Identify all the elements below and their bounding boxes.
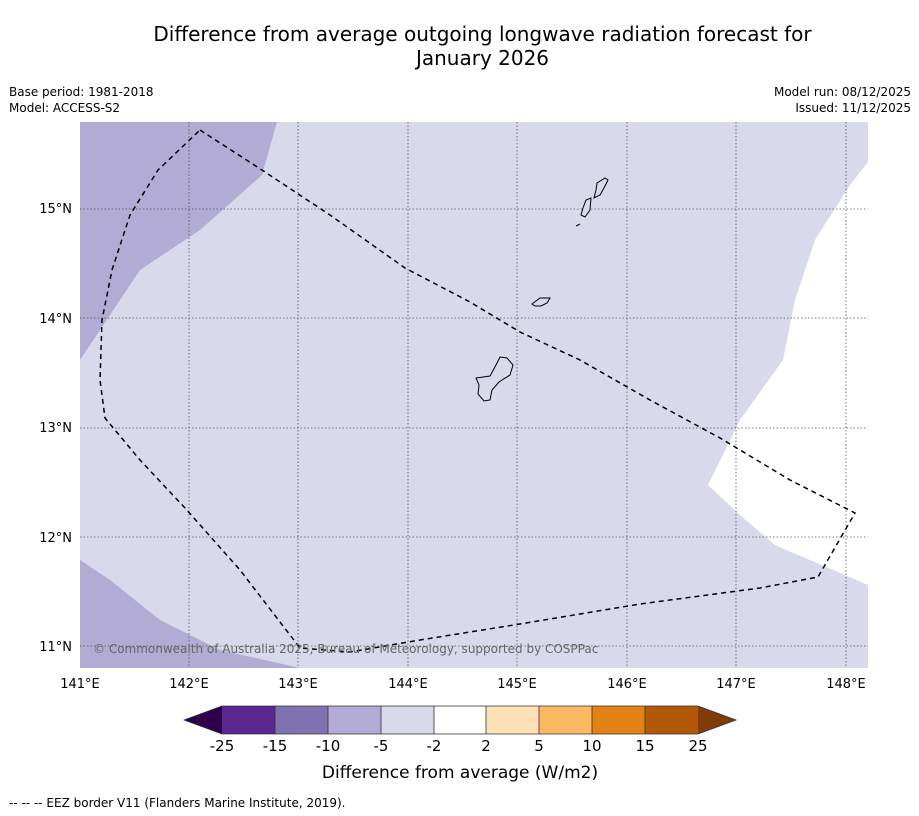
copyright-text: © Commonwealth of Australia 2025, Bureau… bbox=[93, 642, 598, 656]
model-run: Model run: 08/12/2025 bbox=[773, 85, 911, 99]
anomaly-band-minus10-minus5-northwest bbox=[80, 122, 277, 360]
tick-2: 2 bbox=[481, 737, 491, 755]
longitude-labels: 141°E 142°E 143°E 144°E 145°E 146°E 147°… bbox=[60, 677, 866, 692]
map-title: Difference from average outgoing longwav… bbox=[80, 22, 885, 70]
guam-island bbox=[475, 356, 514, 402]
tick-15: 15 bbox=[635, 737, 654, 755]
map-area bbox=[80, 122, 868, 668]
title-line-2: January 2026 bbox=[415, 46, 550, 70]
lon-label-141e: 141°E bbox=[60, 677, 100, 692]
lon-label-148e: 148°E bbox=[826, 677, 866, 692]
colorbar-swatch-9 bbox=[645, 706, 698, 734]
lat-label-11n: 11°N bbox=[39, 640, 72, 655]
colorbar-swatch-5 bbox=[434, 706, 486, 734]
tick-minus10: -10 bbox=[316, 737, 341, 755]
anomaly-band-neutral-east bbox=[708, 162, 868, 585]
tick-minus15: -15 bbox=[263, 737, 288, 755]
saipan-island bbox=[593, 177, 609, 199]
graticule bbox=[80, 122, 868, 668]
lat-label-14n: 14°N bbox=[39, 312, 72, 327]
lon-label-145e: 145°E bbox=[497, 677, 537, 692]
colorbar: -25 -15 -10 -5 -2 2 5 10 15 25 Differenc… bbox=[182, 705, 738, 783]
colorbar-over-arrow bbox=[698, 706, 736, 734]
aguijan-island bbox=[575, 223, 581, 227]
tick-25: 25 bbox=[688, 737, 707, 755]
colorbar-swatch-6 bbox=[486, 706, 539, 734]
tick-minus2: -2 bbox=[427, 737, 442, 755]
anomaly-band-minus10-minus5-southwest bbox=[80, 560, 300, 668]
meta-left: Base period: 1981-2018 Model: ACCESS-S2 bbox=[9, 84, 154, 116]
meta-right: Model run: 08/12/2025 Issued: 11/12/2025 bbox=[774, 84, 911, 116]
lon-label-147e: 147°E bbox=[716, 677, 756, 692]
issued-date: Issued: 11/12/2025 bbox=[795, 101, 911, 115]
colorbar-swatch-7 bbox=[539, 706, 592, 734]
lat-label-13n: 13°N bbox=[39, 421, 72, 436]
colorbar-under-arrow bbox=[184, 706, 222, 734]
lat-label-12n: 12°N bbox=[39, 531, 72, 546]
rota-island bbox=[531, 297, 551, 307]
lon-label-146e: 146°E bbox=[607, 677, 647, 692]
colorbar-ticks: -25 -15 -10 -5 -2 2 5 10 15 25 bbox=[210, 737, 708, 755]
lat-label-15n: 15°N bbox=[39, 202, 72, 217]
tick-minus25: -25 bbox=[210, 737, 235, 755]
base-period: Base period: 1981-2018 bbox=[9, 85, 154, 99]
colorbar-swatch-4 bbox=[381, 706, 434, 734]
colorbar-swatch-1 bbox=[222, 706, 275, 734]
lon-label-143e: 143°E bbox=[278, 677, 318, 692]
eez-border bbox=[99, 129, 857, 653]
colorbar-swatch-8 bbox=[592, 706, 645, 734]
title-line-1: Difference from average outgoing longwav… bbox=[153, 22, 812, 46]
tick-10: 10 bbox=[582, 737, 601, 755]
colorbar-label: Difference from average (W/m2) bbox=[322, 763, 598, 783]
latitude-labels: 15°N 14°N 13°N 12°N 11°N bbox=[39, 202, 72, 655]
model-name: Model: ACCESS-S2 bbox=[9, 101, 121, 115]
tick-minus5: -5 bbox=[374, 737, 389, 755]
colorbar-outline bbox=[182, 705, 738, 735]
colorbar-swatch-2 bbox=[275, 706, 328, 734]
eez-legend-note: -- -- -- EEZ border V11 (Flanders Marine… bbox=[9, 796, 346, 810]
lon-label-142e: 142°E bbox=[169, 677, 209, 692]
colorbar-swatch-3 bbox=[328, 706, 381, 734]
tick-5: 5 bbox=[534, 737, 544, 755]
lon-label-144e: 144°E bbox=[388, 677, 428, 692]
tinian-island bbox=[580, 197, 592, 218]
